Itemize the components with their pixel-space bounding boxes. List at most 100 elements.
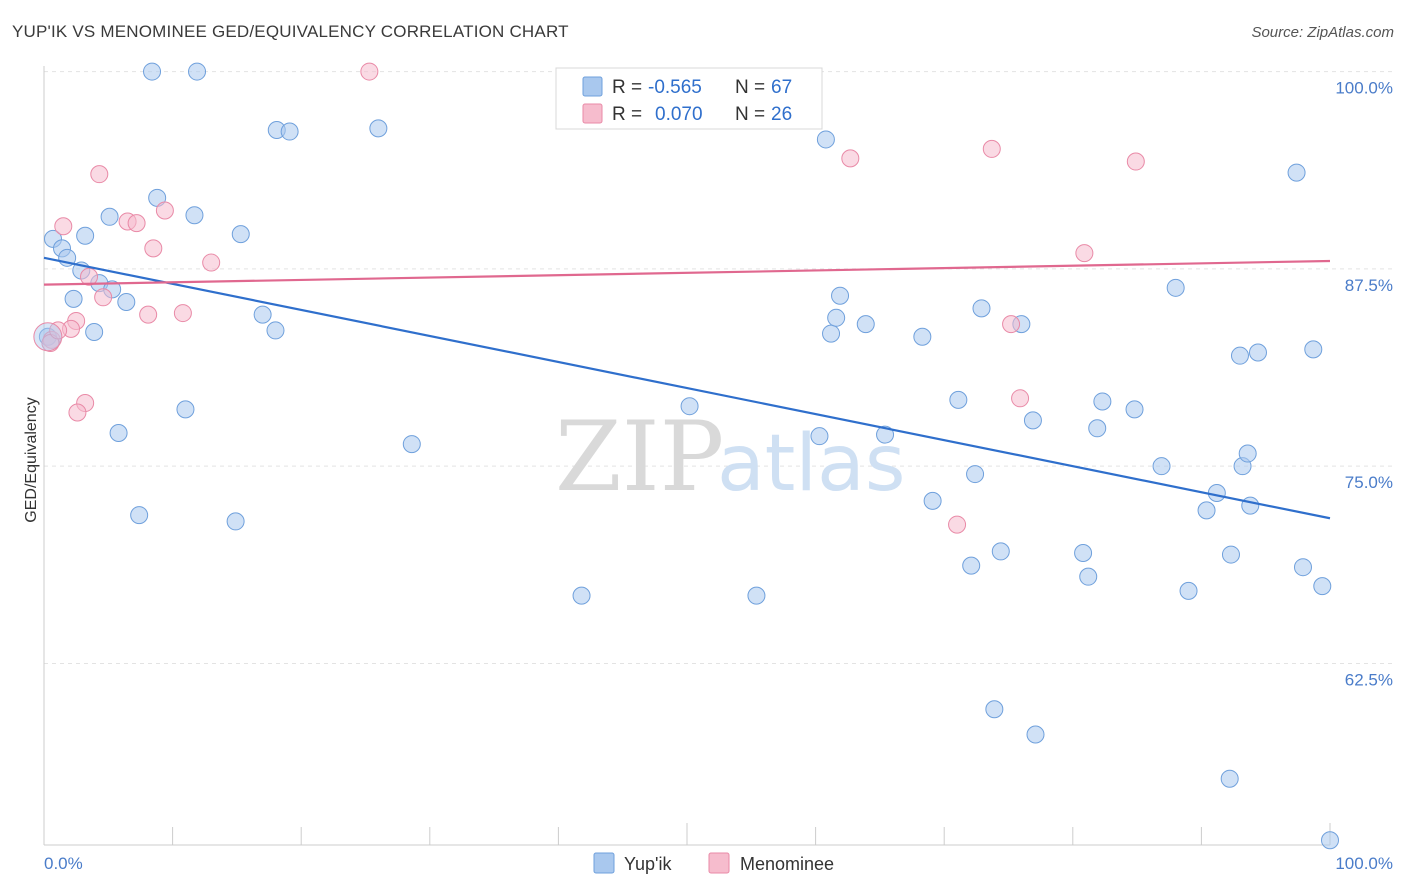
legend-n-value-menominee: 26: [771, 104, 792, 125]
y-tick-label: 87.5%: [1345, 276, 1393, 295]
point-menominee: [1126, 152, 1145, 171]
point-yupik: [680, 397, 699, 416]
point-yupik: [572, 586, 591, 605]
point-yupik: [1207, 484, 1226, 503]
point-yupik: [1088, 419, 1107, 438]
point-yupik: [1221, 545, 1240, 564]
point-menominee: [54, 217, 73, 236]
point-yupik: [1074, 543, 1093, 562]
point-yupik: [1287, 163, 1306, 182]
point-yupik: [991, 542, 1010, 561]
point-yupik: [402, 435, 421, 454]
y-tick-labels: 62.5% 75.0% 87.5% 100.0%: [1335, 79, 1393, 690]
point-yupik: [188, 62, 207, 81]
trend-line-menominee: [43, 259, 1331, 286]
point-yupik: [822, 324, 841, 343]
point-yupik: [985, 700, 1004, 719]
legend-r-value-menominee: 0.070: [655, 104, 703, 125]
point-menominee: [982, 139, 1001, 158]
point-yupik: [369, 119, 388, 138]
legend-n-label-yupik: N =: [735, 77, 765, 98]
axes: [43, 66, 1331, 846]
chart-source: Source: ZipAtlas.com: [1251, 24, 1394, 41]
series-legend-label-yupik: Yup'ik: [624, 854, 672, 874]
point-yupik: [266, 321, 285, 340]
point-yupik: [1023, 411, 1042, 430]
x-tick-label-min: 0.0%: [44, 854, 83, 873]
point-yupik: [966, 465, 985, 484]
point-yupik: [85, 323, 104, 342]
point-menominee: [841, 149, 860, 168]
point-yupik: [747, 586, 766, 605]
point-yupik: [876, 425, 895, 444]
point-menominee: [68, 403, 87, 422]
watermark: ZIP atlas: [555, 401, 906, 513]
point-yupik: [827, 308, 846, 327]
point-menominee: [1075, 244, 1094, 263]
point-yupik: [831, 286, 850, 305]
point-yupik: [913, 327, 932, 346]
point-yupik: [1152, 457, 1171, 476]
y-tick-label: 62.5%: [1345, 670, 1393, 689]
legend-r-value-yupik: -0.565: [648, 77, 702, 98]
point-yupik: [1238, 444, 1257, 463]
point-yupik: [1220, 769, 1239, 788]
point-yupik: [1293, 558, 1312, 577]
point-yupik: [1166, 278, 1185, 297]
point-menominee: [144, 239, 163, 258]
point-yupik: [1304, 340, 1323, 359]
point-yupik: [972, 299, 991, 318]
point-yupik: [962, 556, 981, 575]
trend-lines: [43, 256, 1331, 520]
legend-swatch-menominee: [582, 103, 603, 124]
point-yupik: [1321, 831, 1339, 850]
point-menominee: [49, 321, 68, 340]
point-yupik: [856, 315, 875, 334]
legend-n-value-yupik: 67: [771, 77, 792, 98]
y-axis-title: GED/Equivalency: [23, 397, 40, 522]
point-yupik: [1026, 725, 1045, 744]
point-yupik: [176, 400, 195, 419]
point-menominee: [1002, 315, 1021, 334]
point-menominee: [127, 214, 146, 233]
point-menominee: [173, 304, 192, 323]
point-yupik: [1230, 346, 1249, 365]
chart-title: YUP'IK VS MENOMINEE GED/EQUIVALENCY CORR…: [12, 22, 569, 41]
point-yupik: [185, 206, 204, 225]
point-yupik: [109, 424, 128, 443]
point-menominee: [948, 515, 967, 534]
point-yupik: [117, 293, 136, 312]
point-yupik: [280, 122, 299, 141]
point-yupik: [130, 506, 149, 525]
point-yupik: [923, 491, 942, 510]
point-menominee: [202, 253, 221, 272]
point-cluster: [33, 322, 63, 352]
legend-r-label-yupik: R =: [612, 77, 642, 98]
point-yupik: [1241, 496, 1260, 515]
x-tick-labels: 0.0% 100.0%: [44, 854, 1393, 873]
point-yupik: [1248, 343, 1267, 362]
point-yupik: [810, 427, 829, 446]
point-yupik: [949, 390, 968, 409]
series-legend-swatch-menominee: [708, 852, 730, 874]
point-yupik: [1179, 581, 1198, 600]
point-yupik: [226, 512, 245, 531]
point-yupik: [64, 289, 83, 308]
trend-line-yupik: [43, 256, 1331, 520]
legend-swatch-yupik: [582, 76, 603, 97]
point-yupik: [143, 62, 162, 81]
series-legend: Yup'ik Menominee: [593, 852, 834, 874]
point-menominee: [94, 288, 113, 307]
point-menominee: [139, 305, 158, 324]
point-menominee: [360, 62, 379, 81]
y-tick-label: 75.0%: [1345, 473, 1393, 492]
legend-n-label-menominee: N =: [735, 104, 765, 125]
point-yupik: [1197, 501, 1216, 520]
x-tick-label-max: 100.0%: [1335, 854, 1393, 873]
series-legend-swatch-yupik: [593, 852, 615, 874]
point-yupik: [76, 226, 95, 245]
point-menominee: [155, 201, 174, 220]
point-yupik: [1079, 567, 1098, 586]
point-yupik: [100, 207, 119, 226]
stats-legend: R = -0.565 N = 67 R = 0.070 N = 26: [555, 67, 823, 130]
